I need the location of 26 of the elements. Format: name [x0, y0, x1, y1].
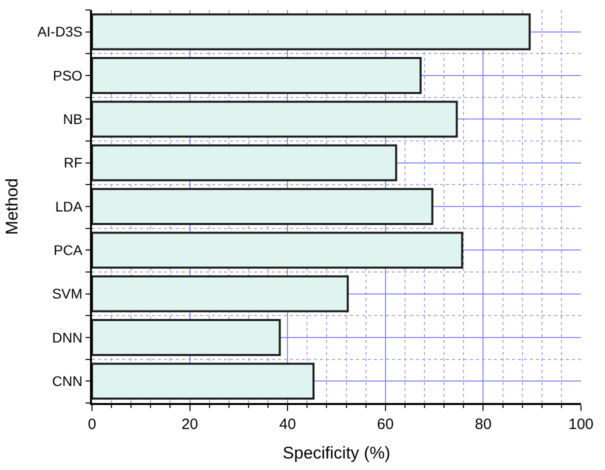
x-tick-label: 100	[568, 416, 594, 433]
x-tick-label: 0	[88, 416, 96, 433]
bar	[92, 144, 398, 182]
x-tick-label: 40	[279, 416, 296, 433]
bar	[92, 57, 422, 94]
y-tick-label: NB	[62, 111, 82, 128]
x-tick-label: 80	[474, 416, 492, 433]
y-tick-label: AI-D3S	[37, 24, 82, 40]
y-tick-label: SVM	[52, 286, 82, 302]
bar	[92, 13, 531, 50]
y-tick-label: RF	[64, 154, 82, 171]
x-tick-label: 20	[181, 416, 198, 433]
bar	[92, 319, 281, 356]
y-tick-label: PSO	[52, 67, 83, 84]
bar	[92, 232, 464, 269]
y-tick-label: PCA	[54, 242, 84, 258]
x-tick-label: 60	[377, 416, 394, 433]
bar	[92, 188, 434, 225]
y-tick-label: DNN	[52, 329, 82, 346]
x-axis-title: Specificity (%)	[282, 444, 390, 463]
y-tick-label: LDA	[55, 198, 84, 214]
y-tick-label: CNN	[52, 373, 82, 390]
y-axis-title: Method	[2, 178, 22, 235]
bar	[92, 100, 458, 138]
bar	[92, 362, 315, 400]
bar	[92, 275, 349, 312]
